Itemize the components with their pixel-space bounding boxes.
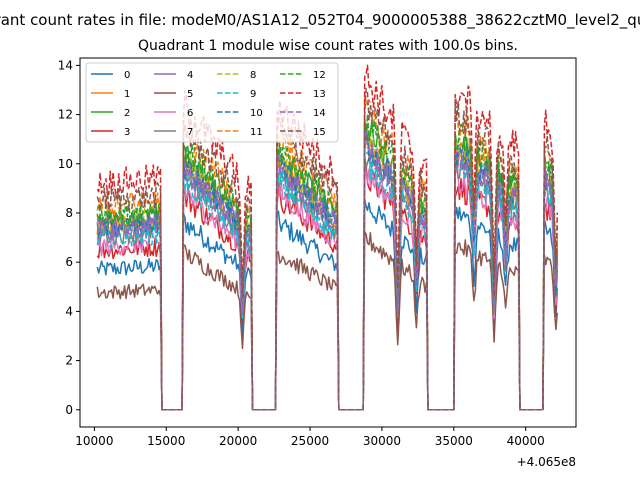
legend-label-12: 12 [313, 70, 326, 81]
legend-label-3: 3 [124, 127, 130, 138]
y-tick-label: 0 [65, 403, 73, 417]
y-tick-label: 2 [65, 354, 73, 368]
x-offset-label: +4.065e8 [517, 455, 576, 469]
axes-frame [79, 57, 577, 428]
x-tick-label: 15000 [147, 434, 185, 448]
x-tick-label: 40000 [507, 434, 545, 448]
figure-suptitle: Plot for quadrant count rates in file: m… [0, 11, 640, 30]
series-line-11 [96, 92, 559, 411]
y-tick-label: 4 [65, 304, 73, 318]
legend-label-9: 9 [250, 89, 256, 100]
y-axis: 0 2 4 6 8 10 12 14 [58, 58, 80, 417]
legend-label-15: 15 [313, 127, 326, 138]
chart-title: Quadrant 1 module wise count rates with … [138, 38, 518, 54]
series-line-15 [96, 87, 559, 411]
x-tick-label: 10000 [75, 434, 113, 448]
legend-label-1: 1 [124, 89, 130, 100]
x-tick-label: 30000 [363, 434, 401, 448]
x-tick-label: 20000 [219, 434, 257, 448]
legend-box [85, 62, 339, 143]
legend-label-6: 6 [187, 108, 193, 119]
legend-label-11: 11 [250, 127, 263, 138]
legend-label-2: 2 [124, 108, 130, 119]
legend-label-5: 5 [187, 89, 193, 100]
legend-label-8: 8 [250, 70, 256, 81]
x-tick-label: 35000 [435, 434, 473, 448]
x-axis: 10000 15000 20000 25000 30000 35000 40000 [75, 427, 545, 448]
legend-label-13: 13 [313, 89, 326, 100]
x-tick-label: 25000 [291, 434, 329, 448]
y-tick-label: 14 [58, 58, 73, 72]
legend-label-14: 14 [313, 108, 326, 119]
series-layer [96, 64, 559, 411]
y-tick-label: 8 [65, 206, 73, 220]
y-tick-label: 10 [58, 157, 73, 171]
y-tick-label: 12 [58, 108, 73, 122]
series-line-13 [96, 64, 559, 411]
y-tick-label: 6 [65, 255, 73, 269]
legend-label-4: 4 [187, 70, 193, 81]
legend-label-0: 0 [124, 70, 130, 81]
legend-label-7: 7 [187, 127, 193, 138]
legend-label-10: 10 [250, 108, 263, 119]
